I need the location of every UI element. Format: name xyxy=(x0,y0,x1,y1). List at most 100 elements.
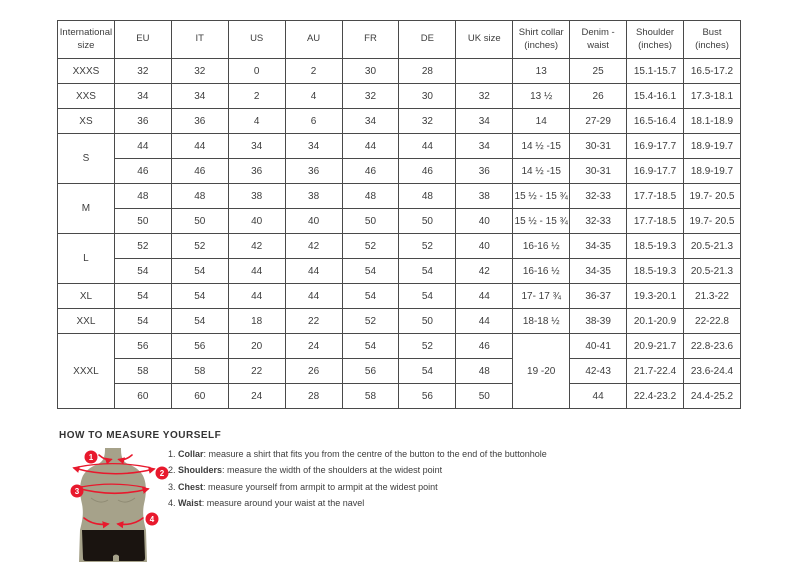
table-cell: 36 xyxy=(170,108,229,134)
table-cell: 4 xyxy=(284,83,343,109)
table-cell: 17.7-18.5 xyxy=(626,208,684,234)
table-cell: 25 xyxy=(569,58,628,84)
table-cell: 18 xyxy=(227,308,286,334)
table-cell: 24 xyxy=(284,333,343,359)
column-header: US xyxy=(227,20,286,59)
table-cell: 48 xyxy=(398,183,457,209)
table-cell: 52 xyxy=(113,233,172,259)
table-row: XS 36 36 4 6 34 32 34 14 27-29 16.5-16.4 18.1-18.9 xyxy=(57,108,742,134)
svg-text:3: 3 xyxy=(75,487,80,496)
table-cell: 18-18 ½ xyxy=(512,308,571,334)
table-cell: 38 xyxy=(455,183,514,209)
table-cell: 32 xyxy=(398,108,457,134)
svg-text:1: 1 xyxy=(89,453,94,462)
size-cell: XL xyxy=(57,283,115,309)
marker-4-waist: 4 xyxy=(145,512,159,526)
table-row: XL 54 54 44 44 54 54 44 17- 17 ¾ 36-37 19.3-20.1 21… xyxy=(57,283,742,309)
chest-measure-line xyxy=(80,483,146,489)
size-cell: XS xyxy=(57,108,115,134)
table-cell: 34 xyxy=(341,108,400,134)
table-cell: 44 xyxy=(569,383,628,409)
table-cell: 52 xyxy=(341,233,400,259)
table-cell: 40-41 xyxy=(569,333,628,359)
table-cell: 44 xyxy=(284,258,343,284)
size-cell: XXXL xyxy=(57,333,115,409)
table-row: M 48 48 38 38 48 48 38 15 ½ - 15 ¾ 32-33 17.7-18.5… xyxy=(57,183,742,234)
size-cell: L xyxy=(57,233,115,284)
size-cell: XXL xyxy=(57,308,115,334)
table-cell: 34 xyxy=(113,83,172,109)
table-cell: 16.5-16.4 xyxy=(626,108,684,134)
table-row: 58 58 22 26 56 54 48 42-43 21.7-22.4 23.6-24.4 xyxy=(58,358,742,384)
table-cell: 48 xyxy=(455,358,514,384)
marker-1-collar: 1 xyxy=(84,450,98,464)
table-cell: 34 xyxy=(455,133,514,159)
chest-contour xyxy=(90,497,136,503)
table-cell: 17- 17 ¾ xyxy=(512,283,571,309)
measure-instruction-chest: 3. Chest: measure yourself from armpit t… xyxy=(168,481,438,492)
table-cell: 38-39 xyxy=(569,308,628,334)
table-cell: 21.3-22 xyxy=(682,283,742,309)
column-header: Shoulder (inches) xyxy=(626,20,684,59)
table-cell: 22.8-23.6 xyxy=(682,333,742,359)
table-row: XXXS 32 32 0 2 30 28 13 25 15.1-15.7 16.5-17.2 xyxy=(57,58,742,84)
shoulder-measure-line xyxy=(77,463,151,469)
table-cell: 32-33 xyxy=(569,208,628,234)
table-cell: 16.9-17.7 xyxy=(626,133,684,159)
table-row: XXS 34 34 2 4 32 30 32 13 ½ 26 15.4-16.1 17.3-18.1 xyxy=(57,83,742,109)
table-cell: 20.5-21.3 xyxy=(682,258,742,284)
table-cell: 36-37 xyxy=(569,283,628,309)
column-header: FR xyxy=(341,20,400,59)
table-cell: 20 xyxy=(227,333,286,359)
table-cell: 26 xyxy=(569,83,628,109)
column-header: AU xyxy=(284,20,343,59)
table-cell: 15 ½ - 15 ¾ xyxy=(512,208,571,234)
table-cell: 2 xyxy=(227,83,286,109)
table-cell xyxy=(455,58,514,84)
table-cell: 4 xyxy=(227,108,286,134)
table-cell: 46 xyxy=(341,158,400,184)
column-header: Bust (inches) xyxy=(682,20,742,59)
table-cell: 40 xyxy=(455,208,514,234)
svg-text:2: 2 xyxy=(160,469,165,478)
table-cell: 20.1-20.9 xyxy=(626,308,684,334)
size-cell: M xyxy=(57,183,115,234)
table-cell: 13 ½ xyxy=(512,83,571,109)
chest-measure-line xyxy=(75,485,150,495)
table-cell: 34 xyxy=(455,108,514,134)
table-cell: 44 xyxy=(455,283,514,309)
table-cell: 36 xyxy=(455,158,514,184)
table-cell: 54 xyxy=(398,283,457,309)
table-cell: 50 xyxy=(455,383,514,409)
waist-measure-line xyxy=(116,517,144,529)
table-cell: 28 xyxy=(284,383,343,409)
table-cell: 18.9-19.7 xyxy=(682,133,742,159)
table-cell: 58 xyxy=(341,383,400,409)
table-cell: 54 xyxy=(341,333,400,359)
table-cell: 27-29 xyxy=(569,108,628,134)
svg-text:4: 4 xyxy=(150,515,155,524)
column-header: UK size xyxy=(455,20,514,59)
table-cell: 40 xyxy=(455,233,514,259)
table-cell: 44 xyxy=(284,283,343,309)
table-header: International size EU IT US AU FR DE UK size Shi… xyxy=(57,20,742,59)
measure-instructions-list: 1. Collar: measure a shirt that fits you… xyxy=(168,449,547,516)
table-cell: 50 xyxy=(113,208,172,234)
table-cell: 24.4-25.2 xyxy=(682,383,742,409)
table-cell: 17.7-18.5 xyxy=(626,183,684,209)
table-cell: 54 xyxy=(398,258,457,284)
table-cell: 16.9-17.7 xyxy=(626,158,684,184)
table-cell: 19.7- 20.5 xyxy=(682,208,742,234)
collar-measure-line xyxy=(98,454,113,465)
marker-2-shoulders: 2 xyxy=(155,466,169,480)
table-cell: 50 xyxy=(398,308,457,334)
table-cell: 48 xyxy=(170,183,229,209)
table-row: S 44 44 34 34 44 44 34 14 ½ -15 30-31 16.9-17.7 18.… xyxy=(57,133,742,184)
measure-instruction-shoulders: 2. Shoulders: measure the width of the s… xyxy=(168,465,443,476)
table-cell: 34-35 xyxy=(569,258,628,284)
table-cell: 18.9-19.7 xyxy=(682,158,742,184)
table-cell: 15 ½ - 15 ¾ xyxy=(512,183,571,209)
marker-3-chest: 3 xyxy=(70,484,84,498)
table-cell: 13 xyxy=(512,58,571,84)
table-cell: 54 xyxy=(113,258,172,284)
